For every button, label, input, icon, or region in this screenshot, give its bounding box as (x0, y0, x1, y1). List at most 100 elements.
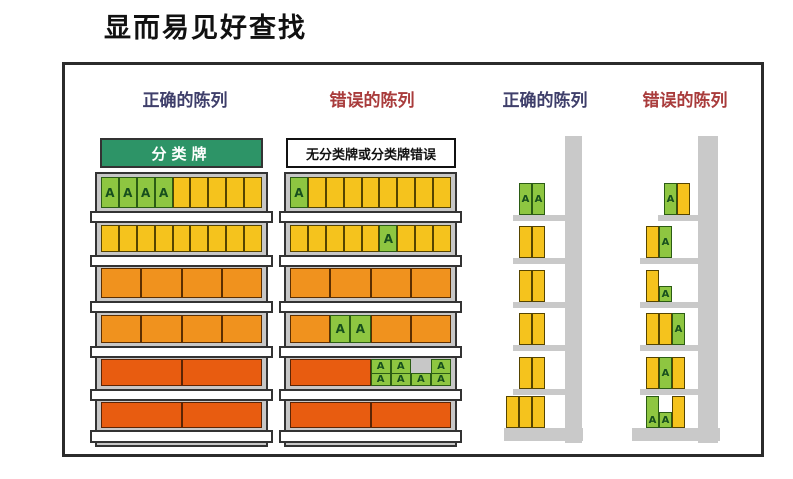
product-box (226, 177, 245, 208)
shelf-ledge (513, 215, 570, 221)
product-box (190, 177, 209, 208)
product-box (532, 270, 545, 302)
shelf-divider (279, 255, 462, 267)
product-box (415, 177, 434, 208)
product-box (646, 270, 659, 302)
product-box (208, 177, 227, 208)
product-box (532, 396, 545, 428)
product-box (343, 225, 362, 252)
shelf-ledge (658, 215, 703, 221)
product-box (290, 402, 371, 428)
product-box (379, 177, 398, 208)
shelf-ledge (640, 258, 703, 264)
product-box (672, 357, 685, 389)
product-box-a: A (330, 315, 351, 343)
shelf-divider (90, 301, 273, 313)
product-box (118, 225, 137, 252)
column-header-wrong-display-2: 错误的陈列 (642, 91, 728, 111)
product-box (672, 396, 685, 428)
product-box (221, 315, 262, 343)
product-box (221, 268, 262, 298)
product-box (172, 177, 191, 208)
product-box-a: A (664, 183, 677, 215)
shelf-divider (279, 346, 462, 358)
shelf-divider (90, 389, 273, 401)
product-box (226, 225, 245, 252)
column-header-correct-display-2: 正确的陈列 (502, 91, 588, 111)
product-box (290, 268, 331, 298)
product-box-a: A (659, 412, 672, 428)
product-box (506, 396, 519, 428)
product-box-a: A (430, 359, 451, 374)
product-box (172, 225, 191, 252)
shelf-ledge (513, 345, 570, 351)
product-box-a: A (290, 177, 308, 208)
product-box (659, 313, 672, 345)
product-box (325, 225, 344, 252)
product-box-a: A (390, 359, 411, 374)
product-box-a: A (672, 313, 685, 345)
shelf-divider (279, 389, 462, 401)
product-box-a: A (390, 372, 411, 386)
shelf-ledge (513, 389, 570, 395)
shelf-post (565, 136, 582, 443)
product-box (290, 359, 371, 386)
shelf-divider (90, 255, 273, 267)
product-box (181, 315, 222, 343)
page-title: 显而易见好查找 (104, 13, 307, 44)
product-box (101, 315, 142, 343)
product-box (519, 313, 532, 345)
product-box (290, 225, 308, 252)
product-box-a: A (532, 183, 545, 215)
shelf-ledge (640, 389, 703, 395)
product-box (370, 268, 411, 298)
product-box (307, 177, 326, 208)
product-box (646, 313, 659, 345)
product-box (519, 226, 532, 258)
shelf-divider (279, 211, 462, 223)
shelf-ledge (513, 258, 570, 264)
product-box-a: A (659, 286, 672, 302)
product-box (244, 177, 262, 208)
product-box-a: A (118, 177, 137, 208)
product-box (330, 268, 371, 298)
product-box (646, 226, 659, 258)
product-box (181, 402, 262, 428)
product-box (325, 177, 344, 208)
product-box (532, 357, 545, 389)
product-box (190, 225, 209, 252)
product-box-a: A (154, 177, 173, 208)
product-box (290, 315, 331, 343)
shelf-base (90, 430, 273, 443)
product-box-a: A (659, 226, 672, 258)
column-header-wrong-display-1: 错误的陈列 (329, 91, 415, 111)
product-box (307, 225, 326, 252)
product-box-a: A (659, 357, 672, 389)
product-box (532, 313, 545, 345)
product-box (154, 225, 173, 252)
product-box-a: A (519, 183, 532, 215)
product-box (433, 177, 451, 208)
product-box-a: A (379, 225, 398, 252)
product-box (532, 226, 545, 258)
product-box-a: A (370, 359, 391, 374)
product-box (433, 225, 451, 252)
product-box-a: A (370, 372, 391, 386)
shelf-foot-base (504, 428, 583, 441)
shelf-divider (90, 211, 273, 223)
product-box (136, 225, 155, 252)
wrong-category-sign: 无分类牌或分类牌错误 (286, 138, 456, 168)
product-box (519, 357, 532, 389)
product-box (370, 315, 411, 343)
shelf-ledge (640, 302, 703, 308)
product-box (361, 177, 380, 208)
shelf-post (698, 136, 718, 443)
product-box (519, 270, 532, 302)
product-box (244, 225, 262, 252)
product-box (343, 177, 362, 208)
product-box-a: A (350, 315, 371, 343)
product-box (101, 225, 119, 252)
product-box-a: A (101, 177, 119, 208)
shelf-foot-base (632, 428, 720, 441)
product-box (141, 268, 182, 298)
